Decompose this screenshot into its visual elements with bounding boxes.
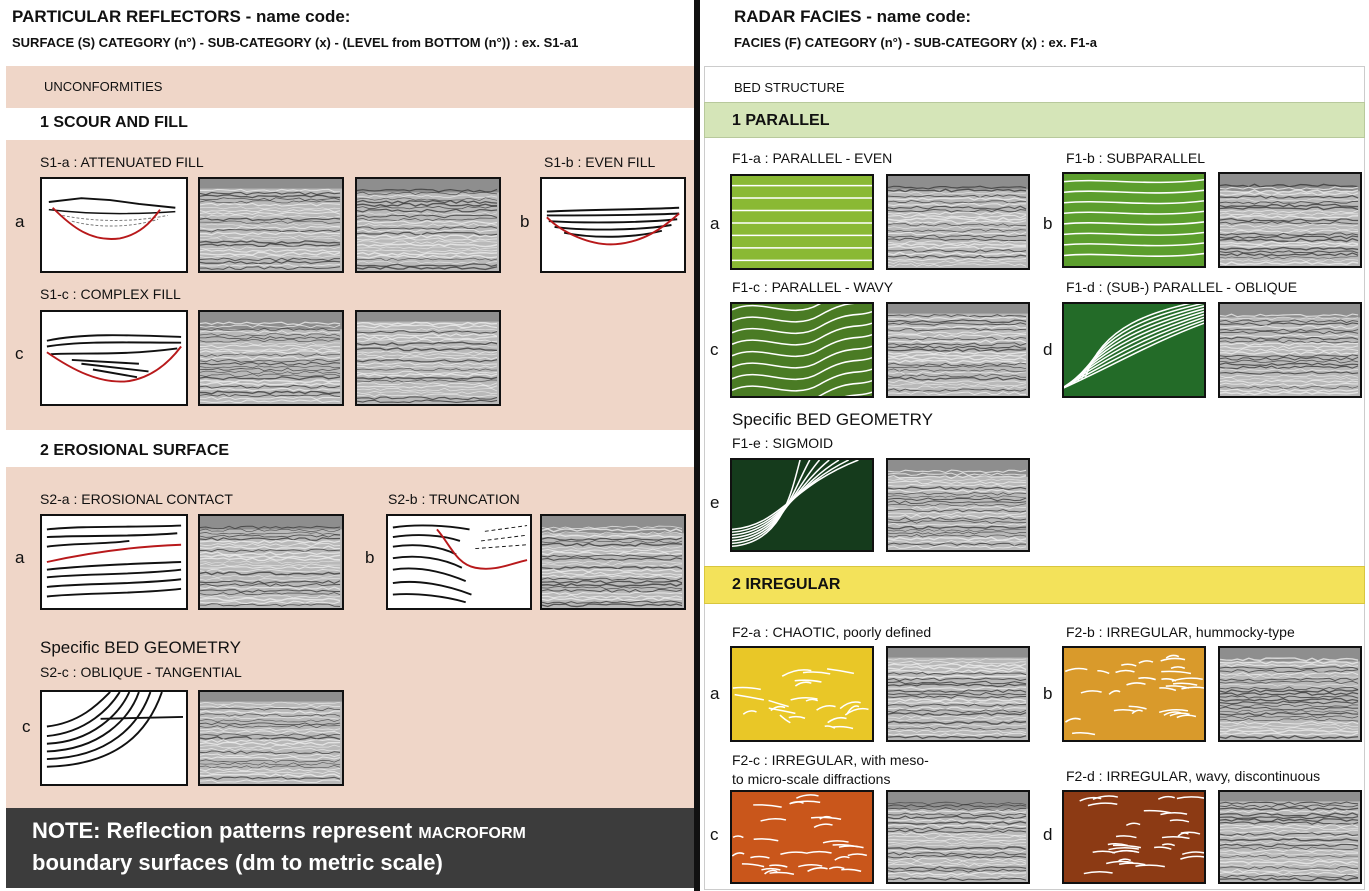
erosional-surface-title: 2 EROSIONAL SURFACE <box>40 442 230 459</box>
s2b-label: S2-b : TRUNCATION <box>388 491 520 507</box>
s1c-sketch <box>40 310 188 406</box>
scour-fill-title: 1 SCOUR AND FILL <box>40 114 188 131</box>
right-border <box>704 66 1365 890</box>
parallel-header-bar <box>704 102 1365 138</box>
left-title: PARTICULAR REFLECTORS - name code: <box>12 7 351 26</box>
f1d-radargram <box>1218 302 1362 398</box>
letter-s1c: c <box>15 344 24 363</box>
s1c-label: S1-c : COMPLEX FILL <box>40 286 181 302</box>
letter-f2c: c <box>710 825 719 844</box>
f2c-label-2: to micro-scale diffractions <box>732 771 891 787</box>
s1b-sketch <box>540 177 686 273</box>
letter-f1e: e <box>710 493 720 512</box>
s1c-radargram-1 <box>198 310 344 406</box>
letter-s2b: b <box>365 548 375 567</box>
letter-s2c: c <box>22 717 31 736</box>
s2a-sketch <box>40 514 188 610</box>
f1a-pattern <box>730 174 874 270</box>
s2b-sketch <box>386 514 532 610</box>
letter-s2a: a <box>15 548 25 567</box>
letter-s1b: b <box>520 212 530 231</box>
center-divider <box>694 0 700 891</box>
f2d-label: F2-d : IRREGULAR, wavy, discontinuous <box>1066 768 1321 784</box>
f2b-label: F2-b : IRREGULAR, hummocky-type <box>1066 624 1295 640</box>
s2b-radargram <box>540 514 686 610</box>
f2c-pattern <box>730 790 874 884</box>
note-line1: NOTE: Reflection patterns represent <box>32 818 419 843</box>
f2d-pattern <box>1062 790 1206 884</box>
irregular-title: 2 IRREGULAR <box>732 576 841 593</box>
f1e-label: F1-e : SIGMOID <box>732 435 834 451</box>
parallel-title: 1 PARALLEL <box>732 112 830 129</box>
s2c-radargram <box>198 690 344 786</box>
s2c-label: S2-c : OBLIQUE - TANGENTIAL <box>40 664 242 680</box>
left-cat1-bar <box>6 108 694 140</box>
letter-f2b: b <box>1043 684 1053 703</box>
f1b-radargram <box>1218 172 1362 268</box>
s2a-label: S2-a : EROSIONAL CONTACT <box>40 491 233 507</box>
s1a-radargram-2 <box>355 177 501 273</box>
left-subtitle: SURFACE (S) CATEGORY (n°) - SUB-CATEGORY… <box>12 35 579 50</box>
s2a-radargram <box>198 514 344 610</box>
f1c-radargram <box>886 302 1030 398</box>
f1c-label: F1-c : PARALLEL - WAVY <box>732 279 894 295</box>
s2c-sketch <box>40 690 188 786</box>
f1e-pattern <box>730 458 874 552</box>
letter-f1d: d <box>1043 340 1053 359</box>
f2a-radargram <box>886 646 1030 742</box>
right-title: RADAR FACIES - name code: <box>734 7 972 26</box>
f2d-radargram <box>1218 790 1362 884</box>
s1b-label: S1-b : EVEN FILL <box>544 154 656 170</box>
f1d-label: F1-d : (SUB-) PARALLEL - OBLIQUE <box>1066 279 1298 295</box>
f1d-pattern <box>1062 302 1206 398</box>
f1b-pattern <box>1062 172 1206 268</box>
s1a-sketch <box>40 177 188 273</box>
letter-f1c: c <box>710 340 719 359</box>
note-line2: boundary surfaces (dm to metric scale) <box>32 850 443 875</box>
left-cat2-bar <box>6 430 694 467</box>
letter-f2a: a <box>710 684 720 703</box>
letter-f1a: a <box>710 214 720 233</box>
f1c-pattern <box>730 302 874 398</box>
note-box <box>6 808 694 888</box>
s1a-label: S1-a : ATTENUATED FILL <box>40 154 204 170</box>
f2a-pattern <box>730 646 874 742</box>
f2c-radargram <box>886 790 1030 884</box>
f1e-radargram <box>886 458 1030 552</box>
note-macroform: MACROFORM <box>418 825 526 842</box>
s1c-radargram-2 <box>355 310 501 406</box>
f1b-label: F1-b : SUBPARALLEL <box>1066 150 1206 166</box>
letter-f2d: d <box>1043 825 1053 844</box>
s1a-radargram-1 <box>198 177 344 273</box>
right-geometry-label: Specific BED GEOMETRY <box>732 410 933 429</box>
irregular-header-bar <box>704 566 1365 604</box>
bed-structure-label: BED STRUCTURE <box>734 80 845 95</box>
f2b-radargram <box>1218 646 1362 742</box>
left-geometry-label: Specific BED GEOMETRY <box>40 638 241 657</box>
note-text: NOTE: Reflection patterns represent MACR… <box>32 816 526 877</box>
unconformities-label: UNCONFORMITIES <box>44 79 163 94</box>
f2a-label: F2-a : CHAOTIC, poorly defined <box>732 624 932 640</box>
f2b-pattern <box>1062 646 1206 742</box>
letter-s1a: a <box>15 212 25 231</box>
f1a-label: F1-a : PARALLEL - EVEN <box>732 150 893 166</box>
right-subtitle: FACIES (F) CATEGORY (n°) - SUB-CATEGORY … <box>734 35 1097 50</box>
letter-f1b: b <box>1043 214 1053 233</box>
f2c-label-1: F2-c : IRREGULAR, with meso- <box>732 752 929 768</box>
f1a-radargram <box>886 174 1030 270</box>
